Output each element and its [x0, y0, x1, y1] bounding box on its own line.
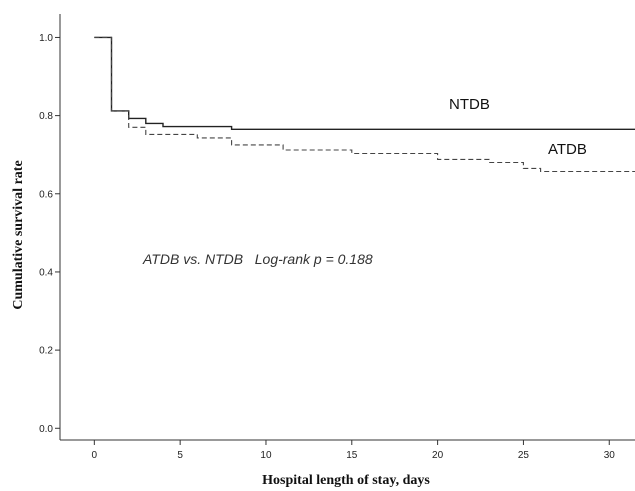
- y-tick-label: 0.2: [39, 346, 53, 357]
- x-axis-title: Hospital length of stay, days: [262, 473, 430, 488]
- x-tick-label: 15: [346, 450, 358, 461]
- axes: [59, 14, 635, 441]
- x-tick-label: 25: [518, 450, 530, 461]
- x-tick-label: 20: [432, 450, 444, 461]
- x-tick-label: 0: [92, 450, 98, 461]
- curve-atdb: [94, 36, 635, 173]
- curve-ntdb: [94, 36, 635, 130]
- survival-curves: [94, 36, 635, 173]
- y-axis-title: Cumulative survival rate: [11, 160, 26, 309]
- y-tick-label: 0.6: [39, 189, 53, 200]
- y-tick-label: 0.0: [39, 424, 53, 435]
- x-ticks: 0 5 10 15 20 25 30: [92, 440, 616, 461]
- y-tick-label: 0.8: [39, 111, 53, 122]
- y-tick-label: 1.0: [39, 33, 53, 44]
- x-tick-label: 30: [604, 450, 616, 461]
- y-ticks: 0.0 0.2 0.4 0.6 0.8 1.0: [39, 33, 60, 435]
- series-label-ntdb: NTDB: [449, 96, 490, 113]
- series-label-atdb: ATDB: [548, 141, 587, 158]
- x-tick-label: 10: [260, 450, 272, 461]
- x-tick-label: 5: [177, 450, 183, 461]
- logrank-annotation: ATDB vs. NTDB Log-rank p = 0.188: [142, 251, 373, 267]
- y-tick-label: 0.4: [39, 267, 53, 278]
